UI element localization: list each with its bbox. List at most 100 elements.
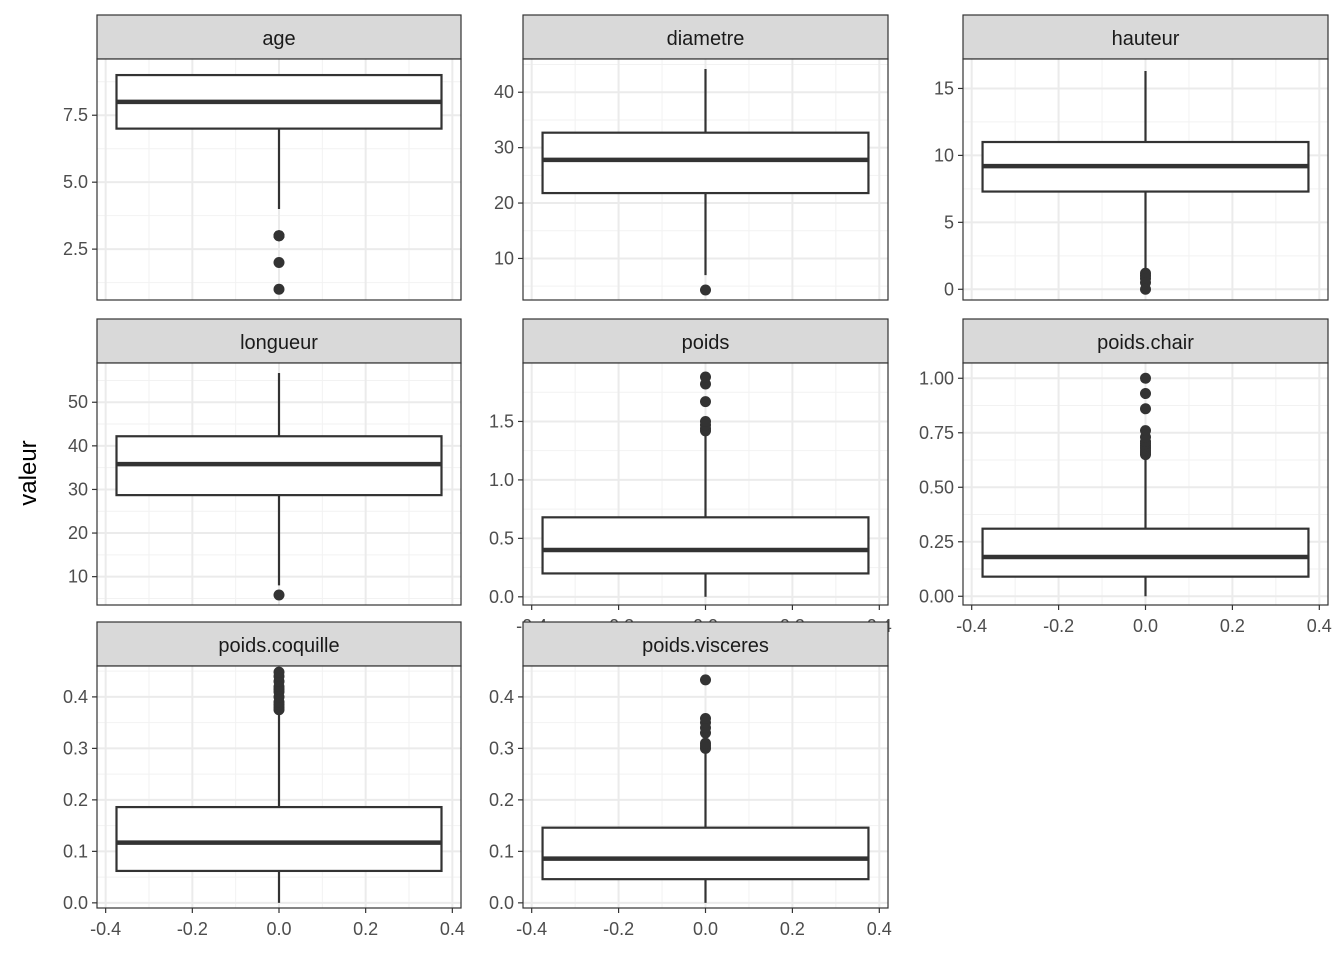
- y-tick-label: 50: [68, 392, 88, 412]
- y-axis-title: valeur: [15, 440, 42, 505]
- x-tick-label: -0.2: [1043, 616, 1074, 636]
- outlier-point: [700, 396, 711, 408]
- facet-panels: age 2.5 5.0 7.5 diametre 10 20 30 40 hauteur 0 5 10 1…: [63, 14, 1332, 939]
- facet-panel-poids-visceres: poids.visceres 0.0 0.1 0.2 0.3 0.4 -0.4 -0.2 0.0…: [489, 621, 892, 939]
- y-tick-label: 0.1: [63, 841, 88, 861]
- facet-strip-label: hauteur: [1112, 28, 1180, 50]
- y-tick-label: 2.5: [63, 239, 88, 259]
- y-tick-label: 15: [934, 78, 954, 98]
- outlier-point: [1140, 372, 1151, 384]
- iqr-box: [541, 516, 870, 575]
- facet-strip-label: diametre: [667, 28, 745, 50]
- panel-border: [96, 362, 462, 606]
- iqr-box: [541, 826, 870, 881]
- facet-strip: [962, 318, 1329, 364]
- y-tick-label: 0.4: [489, 687, 514, 707]
- outlier-point: [273, 257, 285, 269]
- y-tick-label: 7.5: [63, 105, 88, 125]
- facet-strip: [522, 621, 889, 667]
- x-tick-label: -0.4: [90, 919, 121, 939]
- x-tick-label: 0.0: [1133, 616, 1158, 636]
- x-tick-label: -0.2: [177, 919, 208, 939]
- facet-strip-label: poids.visceres: [642, 635, 769, 657]
- outlier-point: [1140, 403, 1151, 415]
- y-tick-label: 0.0: [489, 587, 514, 607]
- panel-border: [962, 58, 1329, 301]
- y-tick-label: 0.5: [489, 528, 514, 548]
- facet-panel-hauteur: hauteur 0 5 10 15: [934, 14, 1329, 301]
- x-tick-label: -0.4: [956, 616, 987, 636]
- facet-strip: [96, 318, 462, 364]
- y-tick-label: 5: [944, 212, 954, 232]
- outlier-point: [1140, 425, 1151, 437]
- outlier-point: [273, 666, 285, 678]
- y-tick-label: 30: [494, 138, 514, 158]
- facet-panel-poids-coquille: poids.coquille 0.0 0.1 0.2 0.3 0.4 -0.4 -0.2 0.0…: [63, 621, 465, 939]
- outlier-point: [700, 713, 711, 725]
- x-tick-label: 0.2: [780, 919, 805, 939]
- outlier-point: [700, 674, 711, 686]
- y-tick-label: 0.3: [489, 738, 514, 758]
- x-tick-label: -0.2: [603, 919, 634, 939]
- x-tick-label: 0.0: [693, 919, 718, 939]
- y-tick-label: 20: [68, 523, 88, 543]
- y-tick-label: 10: [494, 248, 514, 268]
- facet-panel-diametre: diametre 10 20 30 40: [494, 14, 889, 301]
- x-tick-label: 0.0: [266, 919, 291, 939]
- x-tick-label: 0.4: [1307, 616, 1332, 636]
- facet-strip-label: poids.coquille: [218, 635, 339, 657]
- facet-strip: [96, 621, 462, 667]
- panel-border: [96, 58, 462, 301]
- facet-panel-poids-chair: poids.chair 0.00 0.25 0.50 0.75 1.00 -0.4 -0.2 0…: [919, 318, 1332, 636]
- y-tick-label: 10: [934, 145, 954, 165]
- facet-panel-age: age 2.5 5.0 7.5: [63, 14, 462, 301]
- facet-strip-label: longueur: [240, 332, 318, 354]
- iqr-box: [115, 805, 443, 873]
- outlier-point: [273, 230, 285, 242]
- facet-strip-label: poids: [682, 332, 730, 354]
- y-tick-label: 0.2: [489, 790, 514, 810]
- facet-strip-label: poids.chair: [1097, 332, 1194, 354]
- y-tick-label: 0.2: [63, 790, 88, 810]
- y-tick-label: 30: [68, 479, 88, 499]
- facet-strip: [522, 318, 889, 364]
- facet-strip: [522, 14, 889, 60]
- y-tick-label: 0.3: [63, 738, 88, 758]
- y-tick-label: 0.25: [919, 532, 954, 552]
- panel-border: [522, 58, 889, 301]
- y-tick-label: 10: [68, 567, 88, 587]
- outlier-point: [1140, 283, 1151, 295]
- y-tick-label: 0: [944, 279, 954, 299]
- outlier-point: [1140, 388, 1151, 400]
- outlier-point: [273, 589, 285, 601]
- y-tick-label: 0.00: [919, 586, 954, 606]
- y-tick-label: 40: [494, 82, 514, 102]
- outlier-point: [700, 371, 711, 383]
- outlier-point: [700, 284, 711, 296]
- y-tick-label: 5.0: [63, 172, 88, 192]
- y-tick-label: 0.50: [919, 477, 954, 497]
- y-tick-label: 1.5: [489, 411, 514, 431]
- y-tick-label: 0.75: [919, 423, 954, 443]
- x-tick-label: 0.2: [1220, 616, 1245, 636]
- y-tick-label: 0.4: [63, 687, 88, 707]
- iqr-box: [541, 131, 870, 195]
- y-tick-label: 40: [68, 436, 88, 456]
- y-tick-label: 20: [494, 193, 514, 213]
- facet-panel-longueur: longueur 10 20 30 40 50: [68, 318, 462, 606]
- y-tick-label: 1.00: [919, 368, 954, 388]
- x-tick-label: -0.4: [516, 919, 547, 939]
- x-tick-label: 0.4: [440, 919, 465, 939]
- y-tick-label: 0.0: [489, 893, 514, 913]
- y-tick-label: 1.0: [489, 470, 514, 490]
- x-tick-label: 0.4: [867, 919, 892, 939]
- outlier-point: [273, 283, 285, 295]
- facet-strip-label: age: [262, 28, 295, 50]
- x-tick-label: 0.2: [353, 919, 378, 939]
- facet-strip: [962, 14, 1329, 60]
- iqr-box: [981, 527, 1310, 578]
- facet-strip: [96, 14, 462, 60]
- y-tick-label: 0.1: [489, 841, 514, 861]
